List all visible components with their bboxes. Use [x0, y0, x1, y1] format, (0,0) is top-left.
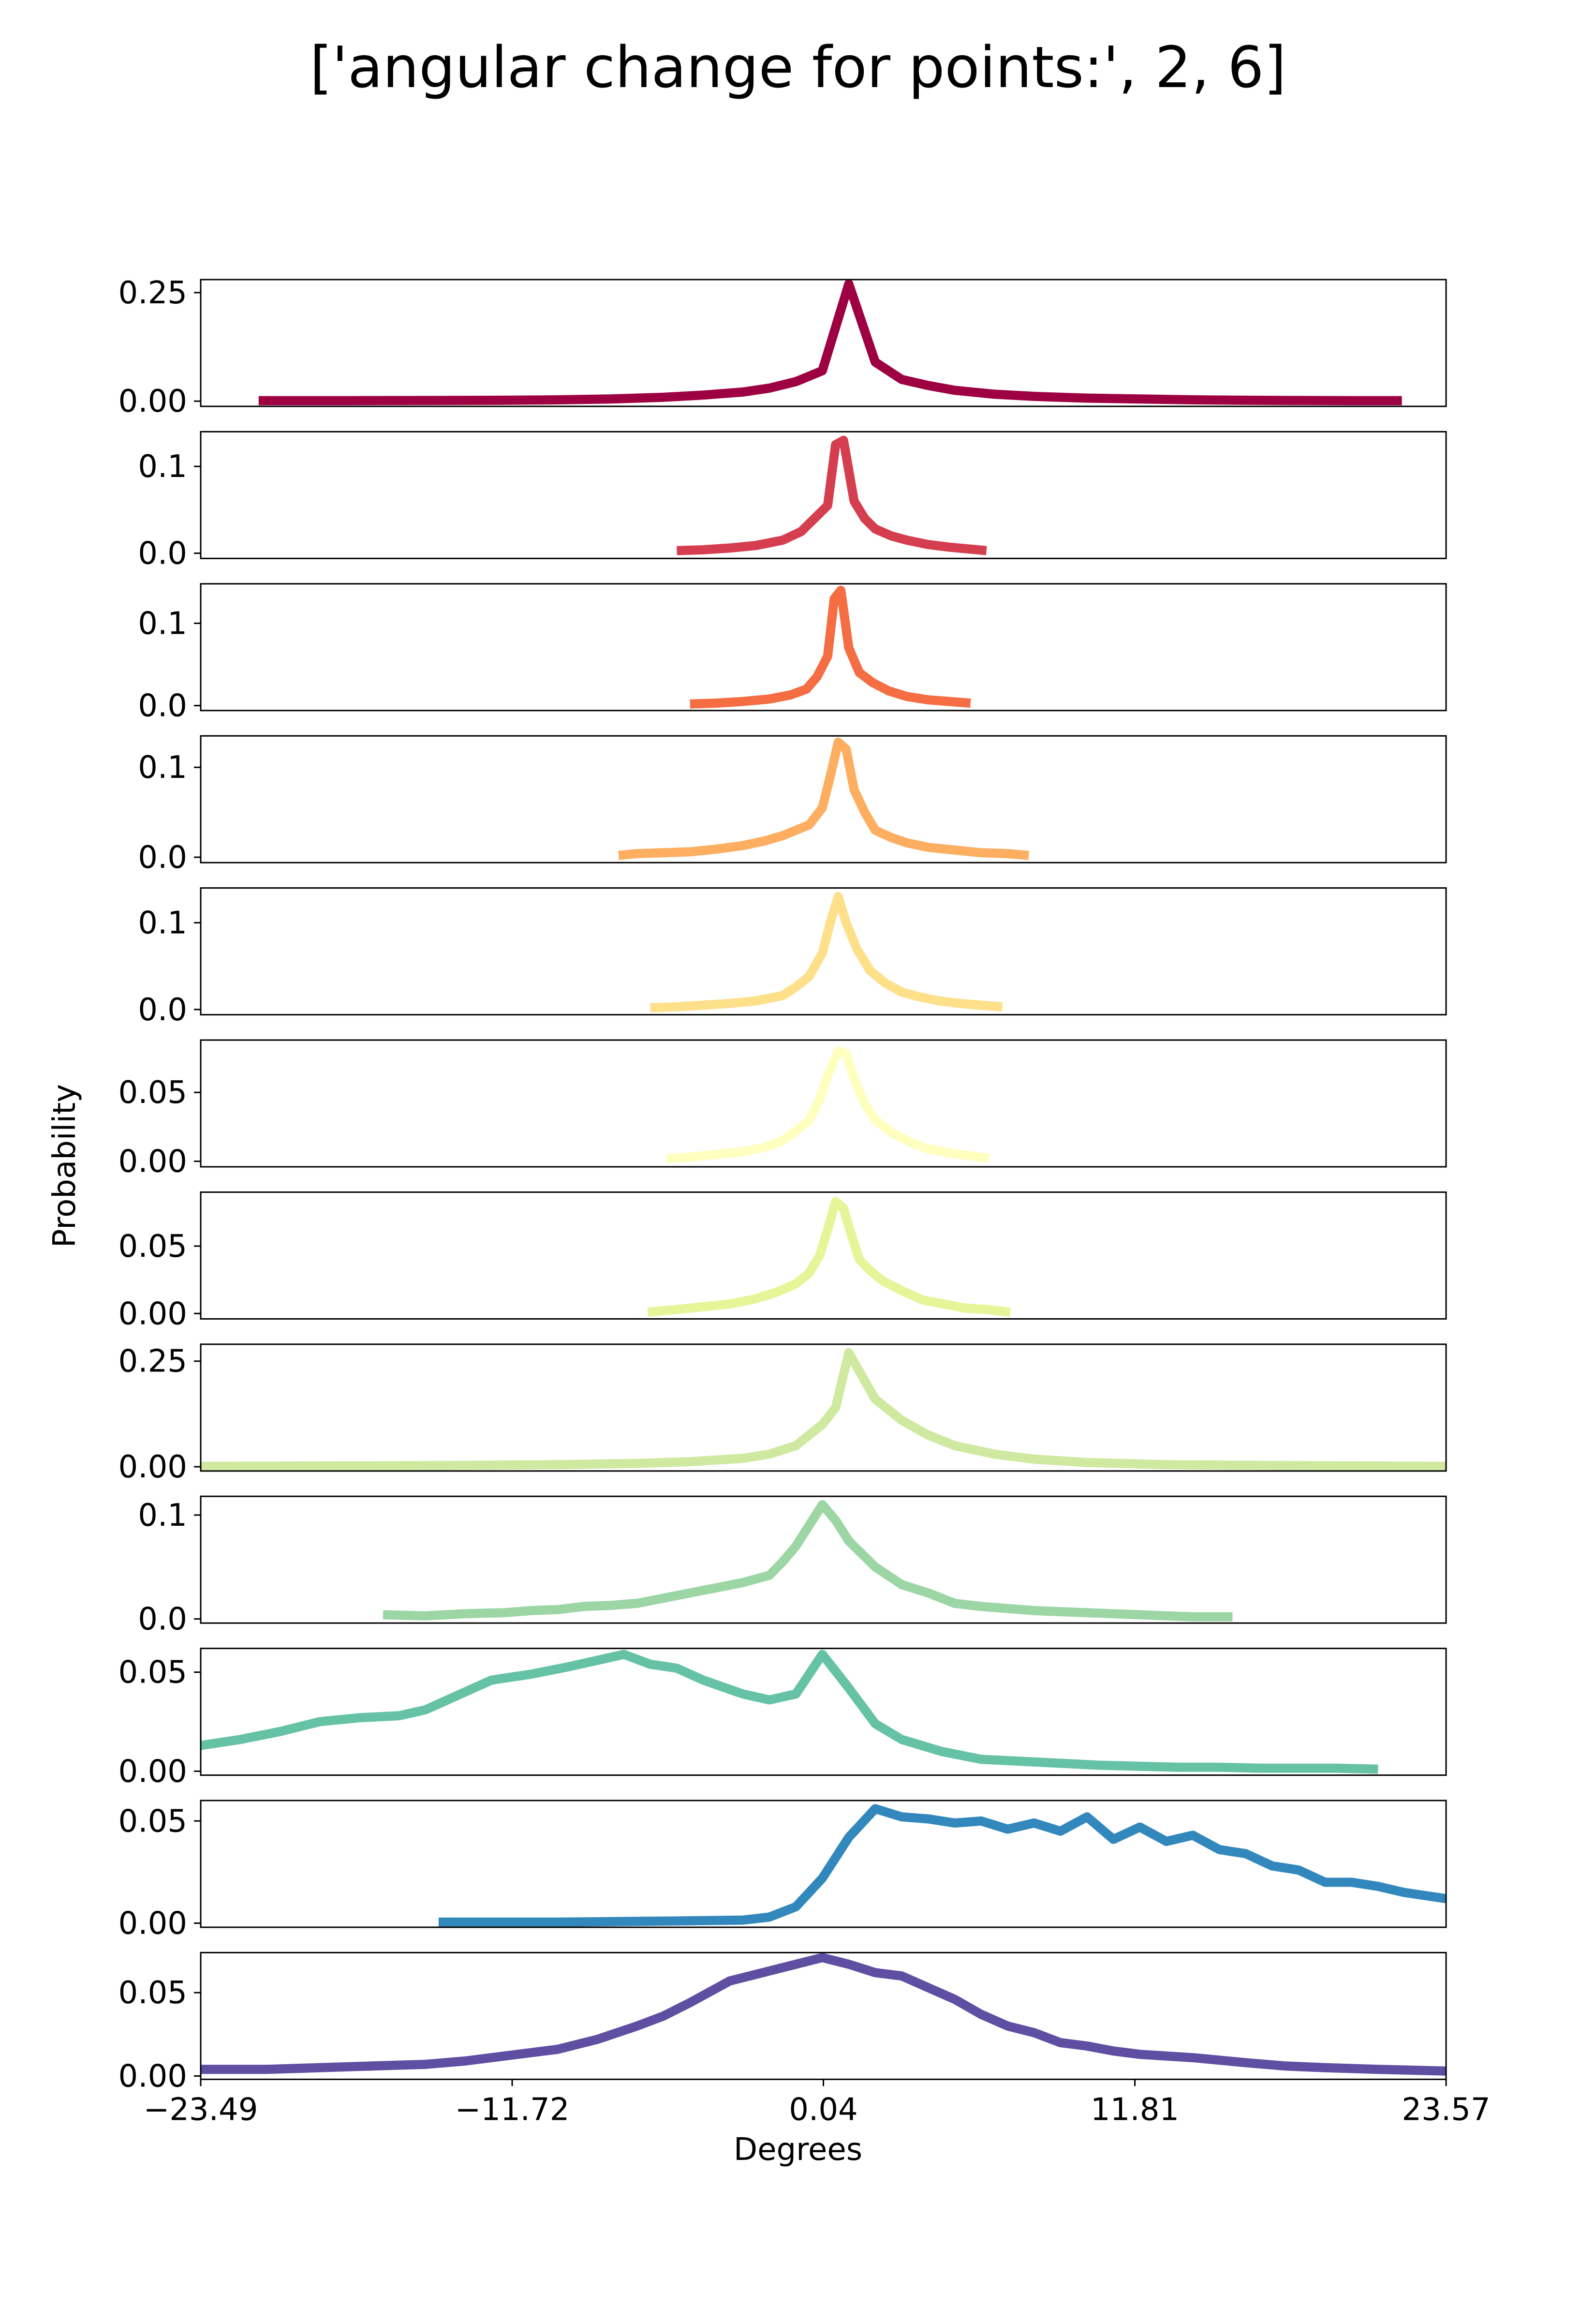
- x-tick-label: 23.57: [1402, 2092, 1490, 2128]
- series-line-11: [438, 1804, 1446, 1927]
- y-tick-label: 0.00: [118, 1449, 188, 1485]
- x-tick-label: 11.81: [1091, 2092, 1179, 2128]
- y-axis-label: Probability: [47, 1084, 83, 1248]
- y-tick-label: 0.05: [118, 1655, 188, 1691]
- subplot-11: 0.00 0.05: [118, 1800, 1447, 1942]
- subplot-frame-8: [200, 1343, 1447, 1472]
- subplot-frame-9: [200, 1495, 1447, 1624]
- y-tick-label: 0.00: [118, 2059, 188, 2095]
- y-tick-label: 0.0: [138, 688, 187, 724]
- series-line-8: [201, 1348, 1446, 1471]
- subplot-6: 0.00 0.05: [118, 1039, 1447, 1180]
- series-line-3: [690, 585, 971, 709]
- subplot-2: 0.0 0.1: [138, 431, 1447, 572]
- series-line-7: [647, 1197, 1011, 1317]
- x-tick-label: −23.49: [144, 2092, 258, 2128]
- series-line-5: [650, 892, 1003, 1012]
- subplot-10: 0.00 0.05: [118, 1648, 1447, 1789]
- subplot-1: 0.00 0.25: [118, 275, 1447, 419]
- y-tick-label: 0.1: [138, 905, 187, 941]
- y-tick-label: 0.00: [118, 1906, 188, 1942]
- y-tick-label: 0.1: [138, 606, 187, 641]
- y-tick-label: 0.05: [118, 1803, 188, 1839]
- series-line-2: [677, 435, 987, 555]
- x-tick-label: −11.72: [455, 2092, 570, 2128]
- subplot-frame-7: [200, 1191, 1447, 1320]
- subplot-frame-3: [200, 583, 1447, 712]
- subplot-frame-2: [200, 431, 1447, 559]
- series-line-10: [201, 1650, 1378, 1774]
- panels: 0.00 0.25 0.0 0.1 0.0 0.1 0.0 0.1 0.0 0.1 0.00 0.05…: [118, 275, 1447, 2095]
- y-tick-label: 0.05: [118, 1229, 188, 1265]
- y-tick-label: 0.05: [118, 1975, 188, 2011]
- y-tick-label: 0.25: [118, 1344, 188, 1380]
- y-tick-label: 0.1: [138, 449, 187, 485]
- series-line-4: [618, 737, 1029, 860]
- subplot-frame-6: [200, 1039, 1447, 1168]
- y-tick-label: 0.0: [138, 840, 187, 876]
- y-tick-label: 0.00: [118, 1296, 188, 1332]
- subplot-frame-1: [200, 279, 1447, 407]
- subplot-12: 0.00 0.05: [118, 1951, 1447, 2095]
- subplot-3: 0.0 0.1: [138, 583, 1447, 724]
- y-tick-label: 0.00: [118, 1754, 188, 1789]
- subplot-frame-10: [200, 1648, 1447, 1776]
- subplot-4: 0.0 0.1: [138, 735, 1447, 876]
- y-tick-label: 0.0: [138, 536, 187, 572]
- series-line-6: [665, 1046, 990, 1163]
- y-tick-label: 0.0: [138, 1602, 187, 1637]
- y-tick-label: 0.0: [138, 992, 187, 1028]
- subplot-5: 0.0 0.1: [138, 887, 1447, 1028]
- y-tick-label: 0.00: [118, 384, 188, 419]
- y-tick-label: 0.05: [118, 1075, 188, 1111]
- subplot-8: 0.00 0.25: [118, 1343, 1447, 1485]
- x-tick-label: 0.04: [789, 2092, 858, 2128]
- subplot-frame-4: [200, 735, 1447, 863]
- chart-title: ['angular change for points:', 2, 6]: [310, 34, 1286, 101]
- series-line-9: [383, 1500, 1233, 1622]
- subplot-9: 0.0 0.1: [138, 1495, 1447, 1637]
- series-line-12: [201, 1953, 1446, 2076]
- y-tick-label: 0.1: [138, 750, 187, 786]
- y-tick-label: 0.00: [118, 1144, 188, 1180]
- series-line-1: [258, 280, 1402, 405]
- subplot-7: 0.00 0.05: [118, 1191, 1447, 1332]
- x-axis: −23.49 −11.72 0.04 11.81 23.57: [144, 2079, 1491, 2128]
- x-axis-label: Degrees: [734, 2132, 862, 2168]
- y-tick-label: 0.25: [118, 275, 188, 311]
- y-tick-label: 0.1: [138, 1498, 187, 1533]
- subplot-frame-5: [200, 887, 1447, 1016]
- subplot-frame-11: [200, 1800, 1447, 1928]
